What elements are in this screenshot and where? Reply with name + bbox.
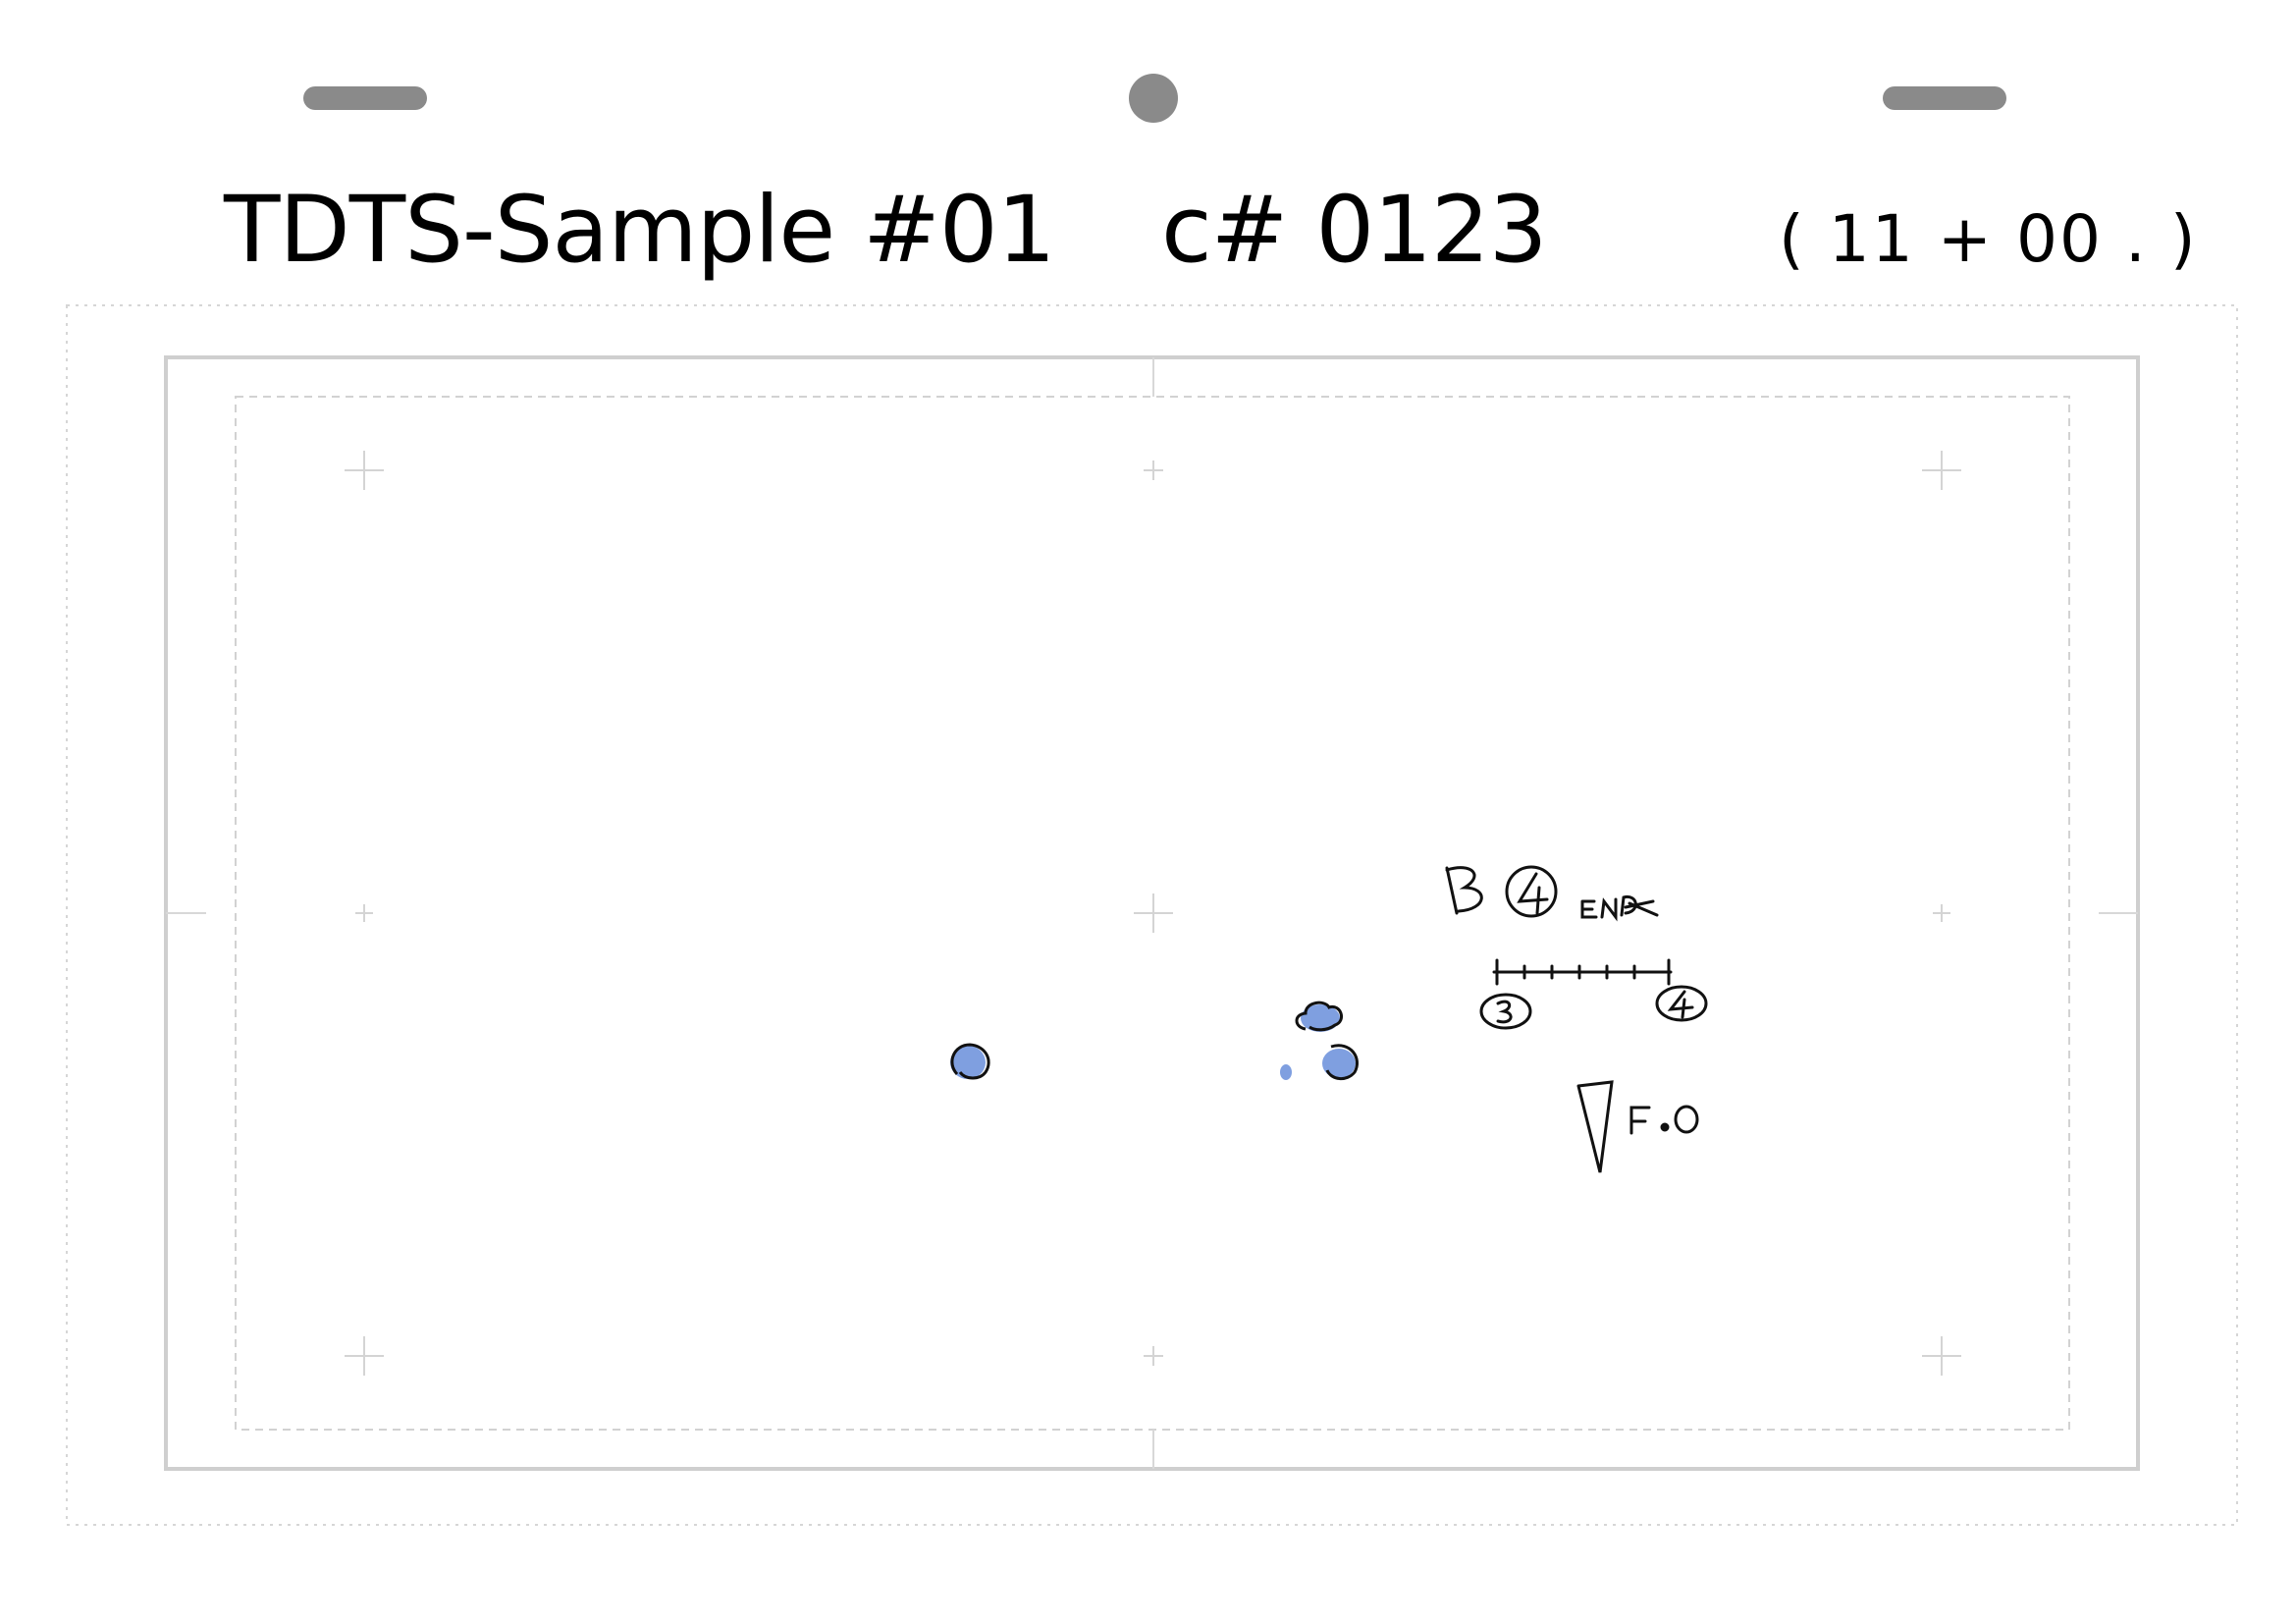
crosshair-bottom-right	[1922, 1336, 1961, 1376]
sheet-title: TDTS-Sample #01	[224, 177, 1056, 284]
outer-border	[66, 304, 2238, 1526]
crosshair-mid-left	[355, 904, 373, 922]
cut-duration: ( 11 + 00 . )	[1779, 201, 2198, 277]
crosshair-mid-right	[1933, 904, 1950, 922]
crosshair-top-center	[1144, 460, 1163, 480]
peg-hole-right	[1883, 86, 2006, 110]
handwritten-ruler	[1479, 958, 1708, 1030]
crosshair-bottom-left	[345, 1336, 384, 1376]
handwritten-key-label	[1445, 865, 1659, 922]
crosshair-bottom-center	[1144, 1346, 1163, 1366]
peg-hole-center	[1129, 74, 1178, 123]
blot-small-dot	[1280, 1064, 1292, 1080]
blot-bottom-right	[1322, 1044, 1359, 1080]
cut-number: c# 0123	[1161, 177, 1548, 284]
blot-left	[950, 1043, 990, 1080]
blot-top-right	[1295, 1001, 1344, 1032]
peg-hole-left	[303, 86, 427, 110]
registration-marks	[345, 451, 1961, 1376]
crosshair-top-right	[1922, 451, 1961, 490]
crosshair-top-left	[345, 451, 384, 490]
handwritten-fade-out	[1576, 1080, 1699, 1173]
crosshair-center	[1134, 893, 1173, 933]
